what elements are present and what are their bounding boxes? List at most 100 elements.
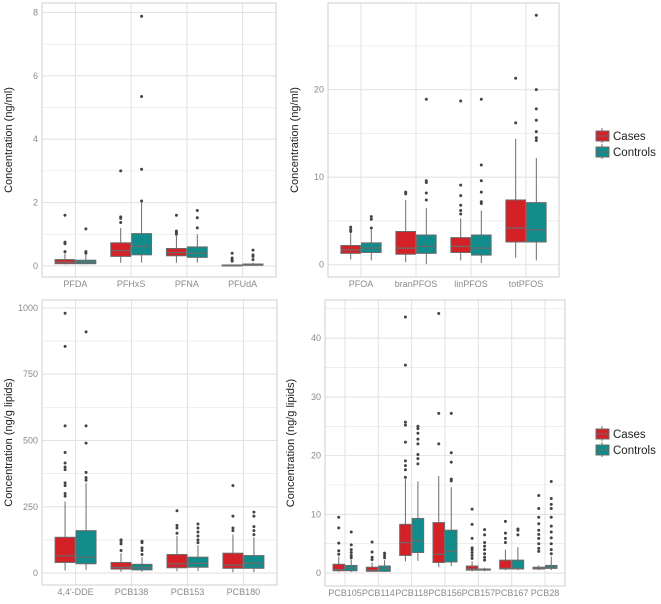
y-tick-label: 10 [314,172,324,182]
box-cases-PCB180 [222,484,244,573]
outlier-point [534,136,538,140]
outlier-point [63,465,67,469]
outlier-point [231,529,235,533]
outlier-point [230,256,234,260]
outlier-point [84,330,88,334]
outlier-point [483,541,487,545]
outlier-point [369,217,373,221]
outlier-point [483,552,487,556]
box-cases-PCB153 [166,509,188,572]
outlier-point [231,526,235,530]
box-iqr [432,522,445,564]
outlier-point [416,452,420,456]
box-cases-PCB105 [332,515,345,572]
outlier-point [251,248,255,252]
outlier-point [63,450,67,454]
chart-panel-2: 0 10 20 Concentration (ng/ml) PFOA branPFOS li… [289,2,560,289]
box-controls-PFHxS [131,14,153,263]
x-tick-label: branPFOS [395,279,438,289]
outlier-point [449,460,453,464]
box-controls-PCB138 [131,539,153,572]
outlier-point [403,363,407,367]
x-tick-label: PCB28 [531,588,560,598]
outlier-point [514,121,518,125]
outlier-point [252,529,256,533]
y-tick-label: 6 [33,71,38,81]
box-iqr [110,561,132,570]
outlier-point [140,199,144,203]
outlier-point [404,190,408,194]
outlier-point [370,550,374,554]
outlier-point [369,226,373,230]
x-tick-label: PFUdA [228,279,257,289]
outlier-point [370,555,374,559]
outlier-point [514,76,518,80]
outlier-point [549,502,553,506]
outlier-point [63,468,67,472]
outlier-point [63,481,67,485]
chart-panel-1: 0 2 4 6 8 Concentration (ng/ml) PFDA PFHxS PFNA P… [3,2,277,289]
outlier-point [483,533,487,537]
outlier-point [503,531,507,535]
box-iqr [75,530,97,565]
outlier-point [63,213,67,217]
box-controls-PFOA [361,215,382,261]
outlier-point [63,461,67,465]
box-cases-PFNA [165,213,187,263]
x-tick-label: PCB156 [428,588,462,598]
outlier-point [424,191,428,195]
outlier-point [63,344,67,348]
outlier-point [195,208,199,212]
outlier-point [437,411,441,415]
x-tick-label: PCB180 [227,587,261,597]
outlier-point [140,167,144,171]
chart-panel-4: 0 10 20 30 40 Concentration (ng/g lipids) PCB1… [285,299,566,598]
outlier-point [231,514,235,518]
outlier-point [403,468,407,472]
outlier-point [119,169,123,173]
outlier-point [437,442,441,446]
outlier-point [337,549,341,553]
outlier-point [470,536,474,540]
box-cases-PCB28 [532,494,545,571]
box-controls-linPFOS [471,97,492,263]
outlier-point [534,13,538,17]
outlier-point [337,515,341,519]
outlier-point [416,437,420,441]
legend-key-cases [595,426,610,441]
outlier-point [534,118,538,122]
outlier-point [84,227,88,231]
legend-label: Controls [613,445,656,457]
box-iqr [471,234,492,256]
panel-border [324,299,566,587]
outlier-point [459,194,463,198]
outlier-point [349,543,353,547]
x-tick-label: PCB114 [362,588,395,598]
outlier-point [449,451,453,455]
outlier-point [470,553,474,557]
outlier-point [349,548,353,552]
y-axis-title: Concentration (ng/g lipids) [285,379,297,507]
x-tick-label: PCB167 [495,588,529,598]
box-controls-branPFOS [416,97,437,264]
outlier-point [483,558,487,562]
outlier-point [84,250,88,254]
outlier-point [231,484,235,488]
outlier-point [174,229,178,233]
outlier-point [549,496,553,500]
outlier-point [337,526,341,530]
outlier-point [175,531,179,535]
x-tick-label: linPFOS [454,279,488,289]
legend-label: Cases [613,429,646,441]
y-tick-label: 500 [23,436,38,446]
outlier-point [534,138,538,142]
y-tick-label: 1000 [18,303,38,313]
outlier-point [470,546,474,550]
outlier-point [449,477,453,481]
box-controls-PFDA [75,227,97,265]
outlier-point [403,440,407,444]
x-tick-label: PCB138 [115,587,149,597]
outlier-point [459,203,463,207]
box-iqr [110,242,132,257]
x-tick-label: totPFOS [509,279,544,289]
